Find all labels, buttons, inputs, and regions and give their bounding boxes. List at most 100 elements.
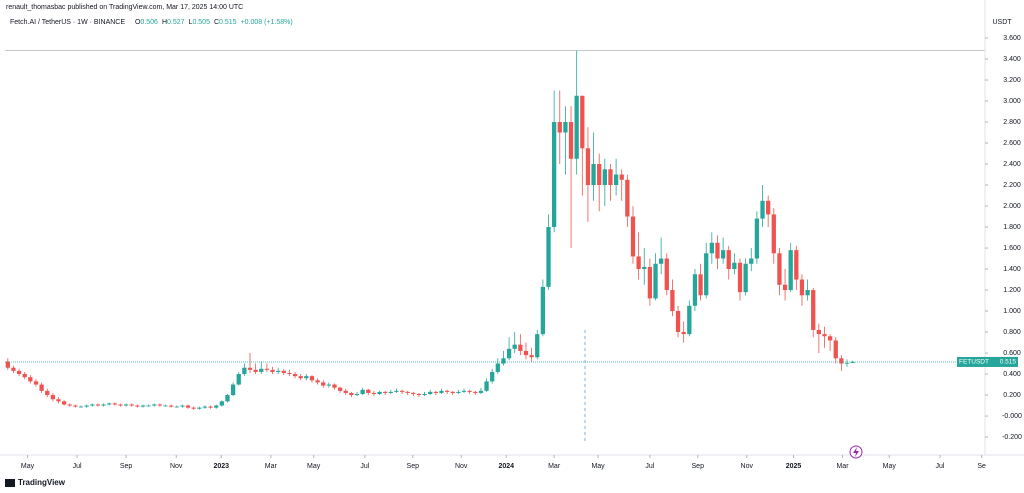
x-tick-label: Jul xyxy=(935,463,944,470)
candle-body xyxy=(146,405,151,407)
candle-body xyxy=(816,329,821,335)
candle-body xyxy=(129,404,134,406)
ohlc-value: 0.515 xyxy=(219,19,237,26)
candle-body xyxy=(298,376,303,379)
x-tick-label: Mar xyxy=(548,463,561,470)
x-tick-label: Nov xyxy=(170,463,183,470)
candle-body xyxy=(698,274,703,296)
candle-body xyxy=(529,355,534,358)
candle-body xyxy=(461,390,467,392)
candle-body xyxy=(157,404,163,406)
candle-body xyxy=(174,406,179,408)
candle-body xyxy=(405,391,410,393)
candle-body xyxy=(737,262,743,293)
candle-body xyxy=(321,382,326,386)
candle-body xyxy=(591,164,596,186)
candle-body xyxy=(788,250,793,291)
candle-body xyxy=(388,391,393,393)
candle-body xyxy=(236,374,241,385)
event-icon-bolt xyxy=(853,447,859,457)
candle-body xyxy=(709,242,714,254)
x-tick-label: Mar xyxy=(836,463,849,470)
candle-body xyxy=(782,284,788,291)
y-tick-label: 1.400 xyxy=(1003,266,1021,273)
candle-body xyxy=(473,391,478,393)
price-label-value: 0.515 xyxy=(1000,359,1017,366)
x-tick-label: 2025 xyxy=(786,463,802,470)
candle-body xyxy=(360,389,365,394)
y-tick-label: 0.800 xyxy=(1003,329,1021,336)
candle-body xyxy=(259,368,264,372)
candle-body xyxy=(399,390,405,392)
candle-body xyxy=(585,148,591,186)
x-tick-label: Nov xyxy=(741,463,754,470)
candle-body xyxy=(304,376,309,379)
candle-body xyxy=(619,174,624,180)
candle-body xyxy=(180,405,185,407)
x-tick-label: 2024 xyxy=(498,463,514,470)
candle-body xyxy=(726,250,731,270)
ohlc-key: C xyxy=(214,19,219,26)
candle-body xyxy=(191,407,196,409)
x-tick-label: May xyxy=(21,463,35,470)
candle-body xyxy=(219,401,224,406)
candle-body xyxy=(208,406,213,408)
x-tick-label: Sep xyxy=(692,463,705,470)
candle-body xyxy=(512,344,517,349)
candle-body xyxy=(608,169,613,186)
ohlc-value: 0.506 xyxy=(140,19,158,26)
candle-body xyxy=(95,404,101,406)
candle-body xyxy=(56,399,61,402)
candle-body xyxy=(771,214,776,254)
candle-body xyxy=(394,390,399,392)
candle-body xyxy=(670,290,675,312)
candle-body xyxy=(557,122,562,133)
y-tick-label: 3.000 xyxy=(1003,98,1021,105)
candle-body xyxy=(732,262,737,270)
candle-body xyxy=(112,403,117,405)
candle-body xyxy=(551,122,557,228)
candle-body xyxy=(664,258,669,291)
candle-body xyxy=(309,376,315,381)
x-tick-label: Jul xyxy=(73,463,82,470)
candle-body xyxy=(484,381,489,391)
brand: TradingView xyxy=(18,478,66,487)
candle-body xyxy=(799,279,805,296)
candle-body xyxy=(84,405,89,407)
candle-body xyxy=(675,311,681,333)
candle-body xyxy=(292,374,298,377)
candle-body xyxy=(777,253,782,285)
logo-mark xyxy=(5,479,15,487)
y-tick-label: 0.400 xyxy=(1003,371,1021,378)
candle-body xyxy=(73,405,78,407)
x-tick-label: Sep xyxy=(120,463,133,470)
candle-body xyxy=(653,263,658,299)
candle-body xyxy=(366,389,371,393)
candle-body xyxy=(377,391,382,394)
x-tick-label: Se xyxy=(977,463,986,470)
ohlc-key: H xyxy=(162,19,167,26)
candle-body xyxy=(478,390,484,393)
currency-label: USDT xyxy=(992,19,1012,26)
ohlc-key: L xyxy=(189,19,193,26)
y-tick-label: 1.600 xyxy=(1003,245,1021,252)
candle-body xyxy=(433,391,439,393)
candle-body xyxy=(101,404,106,406)
candle-body xyxy=(337,387,343,391)
y-tick-label: 2.000 xyxy=(1003,203,1021,210)
y-tick-label: -0.200 xyxy=(1002,434,1022,441)
candle-body xyxy=(140,405,146,407)
x-tick-label: 2023 xyxy=(213,463,229,470)
candle-body xyxy=(546,227,551,287)
candle-body xyxy=(647,266,653,299)
candle-body xyxy=(625,179,630,217)
candle-body xyxy=(28,377,33,382)
y-tick-label: 3.200 xyxy=(1003,77,1021,84)
candle-body xyxy=(5,361,10,368)
candle-body xyxy=(152,404,157,406)
candle-body xyxy=(197,407,202,409)
candle-body xyxy=(805,290,810,296)
candle-body xyxy=(185,405,191,408)
y-tick-label: 1.000 xyxy=(1003,308,1021,315)
